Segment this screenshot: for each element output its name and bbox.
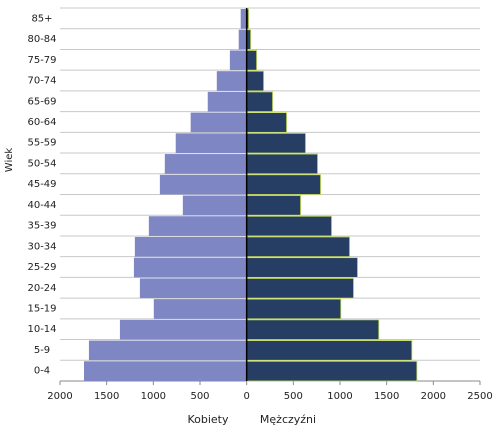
bar: [88, 340, 247, 361]
bar: [246, 70, 265, 92]
x-tick-label: 1500: [374, 391, 399, 402]
bar: [207, 91, 247, 112]
y-tick-label: 55-59: [27, 138, 56, 149]
bar: [139, 278, 247, 299]
bar: [246, 132, 306, 154]
legend-label: Kobiety: [187, 413, 229, 426]
y-tick-label: 80-84: [27, 34, 56, 45]
x-tick-label: 2500: [467, 391, 492, 402]
y-tick-label: 10-14: [27, 324, 56, 335]
bar: [246, 153, 319, 175]
y-tick-label: 50-54: [27, 158, 56, 169]
bar: [229, 50, 247, 71]
x-tick-label: 1000: [141, 391, 166, 402]
bar: [246, 340, 413, 361]
bar: [134, 236, 247, 257]
y-tick-label: 70-74: [27, 76, 56, 87]
bar: [133, 257, 247, 278]
x-tick-label: 0: [243, 391, 249, 402]
y-tick-label: 45-49: [27, 179, 56, 190]
y-tick-label: 60-64: [27, 117, 56, 128]
bar: [246, 236, 351, 258]
bar: [246, 277, 354, 299]
bar: [246, 298, 342, 320]
bar: [238, 29, 247, 50]
y-tick-label: 75-79: [27, 55, 56, 66]
bar: [246, 91, 274, 113]
y-tick-label: 40-44: [27, 200, 56, 211]
x-tick-label: 500: [284, 391, 303, 402]
x-tick-label: 500: [190, 391, 209, 402]
y-tick-label: 0-4: [34, 366, 50, 377]
bar: [190, 112, 247, 133]
bar: [246, 215, 333, 237]
bar: [148, 216, 247, 236]
bar: [246, 174, 321, 195]
bar: [182, 195, 247, 216]
bar: [164, 154, 247, 174]
y-tick-label: 5-9: [34, 345, 50, 356]
x-tick-label: 2000: [47, 391, 72, 402]
y-tick-label: 85+: [31, 13, 52, 24]
bar: [246, 319, 380, 340]
y-tick-label: 65-69: [27, 96, 56, 107]
y-tick-label: 30-34: [27, 241, 56, 252]
y-axis-label: Wiek: [4, 148, 15, 173]
y-tick-label: 20-24: [27, 283, 56, 294]
bar: [119, 319, 247, 340]
bar: [83, 361, 247, 381]
x-tick-label: 1000: [327, 391, 352, 402]
bar: [246, 360, 418, 382]
bar: [240, 9, 247, 29]
y-tick-label: 35-39: [27, 221, 56, 232]
bar: [246, 195, 302, 216]
x-tick-label: 2000: [421, 391, 446, 402]
bar: [159, 174, 247, 195]
bar: [246, 50, 258, 71]
y-tick-label: 25-29: [27, 262, 56, 273]
y-tick-label: 15-19: [27, 303, 56, 314]
legend-label: Mężczyźni: [260, 413, 316, 426]
bar: [175, 133, 247, 154]
bar: [216, 71, 247, 91]
x-tick-label: 1500: [94, 391, 119, 402]
bar: [246, 257, 358, 278]
bar: [153, 299, 247, 319]
bar: [246, 112, 288, 133]
